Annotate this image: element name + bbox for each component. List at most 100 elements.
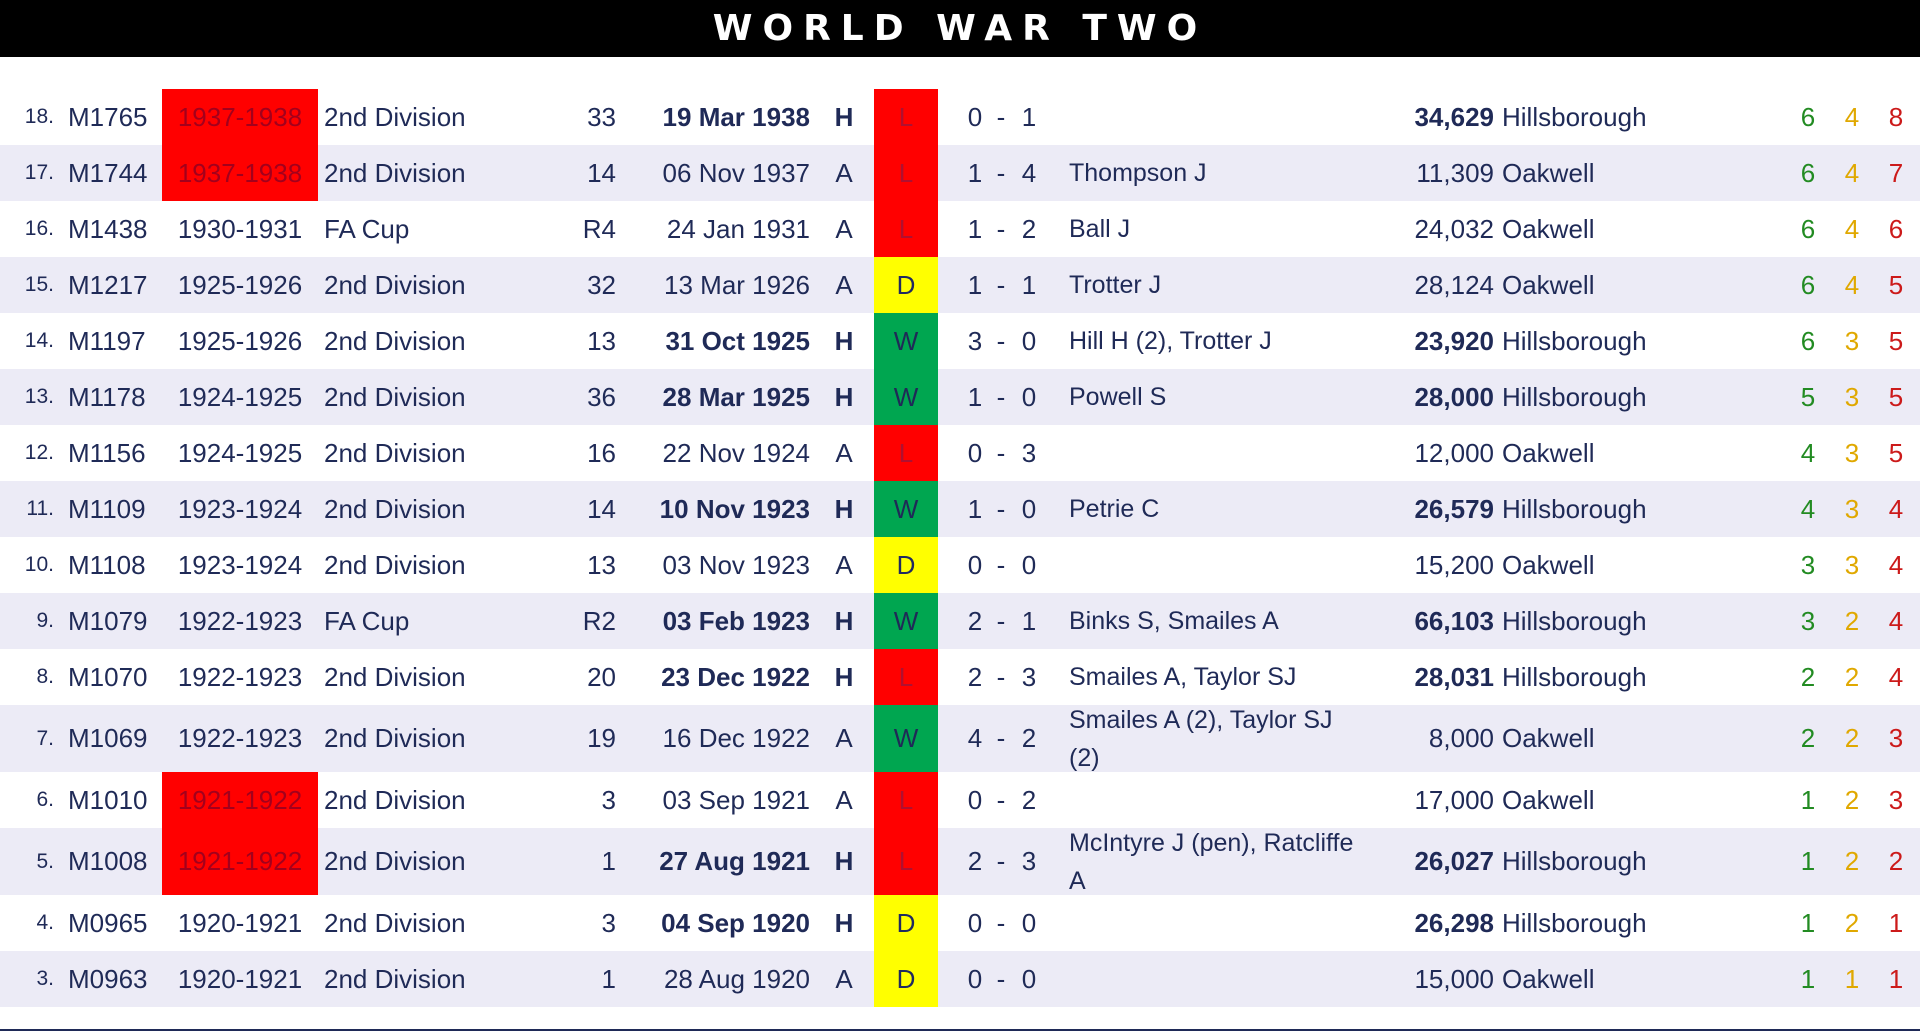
results-table: 18. M1765 1937-1938 2nd Division 33 19 Mar 19… — [0, 89, 1920, 1007]
scorers — [1069, 89, 1369, 145]
venue: Oakwell — [1502, 784, 1595, 815]
home-score: 0 — [967, 549, 983, 580]
match-date: 03 Feb 1923 — [662, 605, 810, 636]
scorers — [1069, 772, 1369, 828]
page-title: WORLD WAR TWO — [712, 8, 1208, 49]
table-row: 10. M1108 1923-1924 2nd Division 13 03 Nov 19… — [0, 537, 1920, 593]
draws-count: 3 — [1844, 549, 1860, 580]
competition: 2nd Division — [324, 101, 466, 132]
match-date: 22 Nov 1924 — [662, 437, 810, 468]
match-code: M1008 — [68, 846, 148, 876]
round: R4 — [582, 213, 616, 244]
row-number: 3. — [36, 967, 54, 990]
match-code: M1765 — [68, 101, 148, 132]
match-code: M1744 — [68, 157, 148, 188]
competition: 2nd Division — [324, 723, 466, 753]
page-title-banner: WORLD WAR TWO — [0, 0, 1920, 57]
score-separator: - — [996, 101, 1006, 132]
season: 1922-1923 — [177, 605, 303, 636]
scorers: Smailes A (2), Taylor SJ (2) — [1069, 705, 1333, 772]
competition: 2nd Division — [324, 784, 466, 815]
draws-count: 4 — [1844, 157, 1860, 188]
scorers: Petrie C — [1069, 495, 1160, 523]
losses-count: 3 — [1888, 784, 1904, 815]
wins-count: 3 — [1800, 549, 1816, 580]
home-away: A — [835, 723, 853, 753]
venue: Oakwell — [1502, 157, 1595, 188]
losses-count: 8 — [1888, 101, 1904, 132]
venue: Oakwell — [1502, 963, 1595, 994]
scorers: Ball J — [1069, 215, 1131, 243]
row-number: 12. — [24, 441, 54, 464]
table-row: 14. M1197 1925-1926 2nd Division 13 31 Oct 19… — [0, 313, 1920, 369]
attendance: 12,000 — [1414, 437, 1494, 468]
away-score: 1 — [1021, 605, 1037, 636]
away-score: 0 — [1021, 549, 1037, 580]
row-number: 4. — [36, 911, 54, 934]
away-score: 3 — [1021, 437, 1037, 468]
home-away: A — [835, 437, 853, 468]
table-row: 8. M1070 1922-1923 2nd Division 20 23 Dec 192… — [0, 649, 1920, 705]
row-number: 5. — [36, 849, 54, 873]
score-separator: - — [996, 381, 1006, 412]
attendance: 28,000 — [1414, 381, 1494, 412]
attendance: 23,920 — [1414, 325, 1494, 356]
result-badge: D — [874, 895, 938, 951]
season: 1924-1925 — [177, 381, 303, 412]
losses-count: 5 — [1888, 269, 1904, 300]
season: 1922-1923 — [177, 723, 303, 753]
draws-count: 3 — [1844, 493, 1860, 524]
match-code: M1197 — [68, 325, 146, 356]
wins-count: 5 — [1800, 381, 1816, 412]
score-separator: - — [996, 907, 1006, 938]
season: 1930-1931 — [177, 213, 303, 244]
row-number: 7. — [36, 726, 54, 750]
row-number: 14. — [24, 329, 54, 352]
venue: Hillsborough — [1502, 846, 1647, 876]
draws-count: 2 — [1844, 661, 1860, 692]
home-score: 1 — [967, 157, 983, 188]
table-row: 16. M1438 1930-1931 FA Cup R4 24 Jan 1931 A L 1-… — [0, 201, 1920, 257]
losses-count: 2 — [1888, 846, 1904, 876]
result-badge: D — [874, 951, 938, 1007]
season: 1924-1925 — [177, 437, 303, 468]
attendance: 28,124 — [1414, 269, 1494, 300]
home-away: H — [834, 907, 854, 938]
result-badge: L — [874, 145, 938, 201]
table-row: 7. M1069 1922-1923 2nd Division 19 16 Dec 192… — [0, 705, 1920, 772]
competition: 2nd Division — [324, 846, 466, 876]
row-number: 18. — [24, 105, 54, 128]
result-badge: L — [874, 425, 938, 481]
score-separator: - — [996, 661, 1006, 692]
season: 1922-1923 — [177, 661, 303, 692]
home-away: H — [834, 325, 854, 356]
round: 1 — [601, 846, 616, 876]
draws-count: 2 — [1844, 907, 1860, 938]
round: 3 — [601, 907, 616, 938]
row-number: 10. — [24, 553, 54, 576]
match-date: 23 Dec 1922 — [661, 661, 810, 692]
match-code: M1108 — [68, 549, 146, 580]
venue: Hillsborough — [1502, 907, 1647, 938]
losses-count: 7 — [1888, 157, 1904, 188]
draws-count: 3 — [1844, 437, 1860, 468]
home-score: 0 — [967, 907, 983, 938]
venue: Hillsborough — [1502, 605, 1647, 636]
home-away: H — [834, 846, 854, 876]
attendance: 24,032 — [1414, 213, 1494, 244]
season: 1920-1921 — [177, 963, 303, 994]
competition: 2nd Division — [324, 963, 466, 994]
table-row: 6. M1010 1921-1922 2nd Division 3 03 Sep 1921… — [0, 772, 1920, 828]
wins-count: 2 — [1800, 723, 1816, 753]
home-score: 3 — [967, 325, 983, 356]
home-score: 0 — [967, 437, 983, 468]
match-code: M0963 — [68, 963, 148, 994]
table-row: 15. M1217 1925-1926 2nd Division 32 13 Mar 19… — [0, 257, 1920, 313]
season: 1937-1938 — [162, 89, 318, 145]
losses-count: 4 — [1888, 549, 1904, 580]
season: 1925-1926 — [177, 325, 303, 356]
row-number: 17. — [24, 161, 54, 184]
draws-count: 3 — [1844, 325, 1860, 356]
away-score: 2 — [1021, 784, 1037, 815]
home-away: A — [835, 157, 853, 188]
